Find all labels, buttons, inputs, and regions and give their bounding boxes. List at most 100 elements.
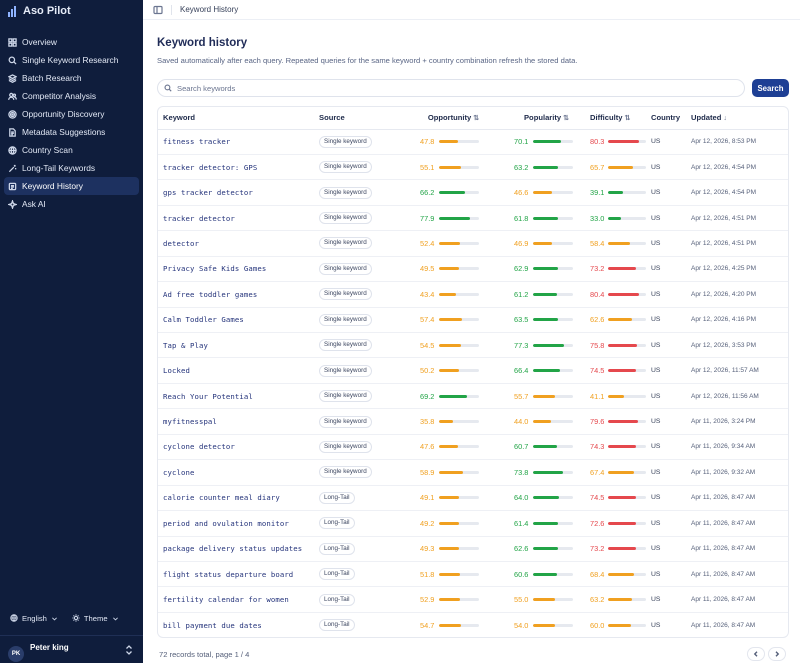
popularity-bar xyxy=(533,216,573,220)
table-row[interactable]: package delivery status updates Long-Tail… xyxy=(158,536,788,562)
popularity-value: 62.9 xyxy=(514,264,529,274)
keyword-cell: Privacy Safe Kids Games xyxy=(158,256,314,283)
next-page-button[interactable] xyxy=(768,647,786,661)
table-row[interactable]: tracker detector Single keyword 77.9 61.8 33… xyxy=(158,205,788,232)
globe-icon xyxy=(8,145,17,155)
table-row[interactable]: tracker detector: GPS Single keyword 55.1 6… xyxy=(158,154,788,181)
source-cell: Single keyword xyxy=(314,154,404,181)
popularity-bar xyxy=(533,343,573,347)
difficulty-value: 63.2 xyxy=(590,595,605,605)
source-cell: Single keyword xyxy=(314,357,404,384)
table-row[interactable]: calorie counter meal diary Long-Tail 49.1 6… xyxy=(158,485,788,512)
popularity-cell: 66.4 xyxy=(498,357,590,384)
popularity-bar xyxy=(533,191,573,195)
table-row[interactable]: cyclone Single keyword 58.9 73.8 67.4 US Apr 1… xyxy=(158,459,788,486)
sidebar-item-single-keyword-research[interactable]: Single Keyword Research xyxy=(4,51,139,69)
search-icon xyxy=(8,56,17,65)
opportunity-value: 49.5 xyxy=(420,264,435,274)
sidebar-item-competitor-analysis[interactable]: Competitor Analysis xyxy=(4,87,139,105)
table-row[interactable]: detector Single keyword 52.4 46.9 58.4 US Apr … xyxy=(158,230,788,257)
table-row[interactable]: Locked Single keyword 50.2 66.4 74.5 US Apr 12… xyxy=(158,357,788,384)
table-row[interactable]: Calm Toddler Games Single keyword 57.4 63.5… xyxy=(158,307,788,334)
table-row[interactable]: Privacy Safe Kids Games Single keyword 49.… xyxy=(158,256,788,283)
search-button[interactable]: Search xyxy=(752,79,789,97)
country-cell: US xyxy=(646,561,686,588)
popularity-cell: 61.2 xyxy=(498,281,590,308)
popularity-cell: 46.9 xyxy=(498,230,590,257)
country-cell: US xyxy=(646,586,686,613)
difficulty-cell: 33.0 xyxy=(590,205,646,232)
popularity-cell: 55.0 xyxy=(498,586,590,613)
sidebar-item-overview[interactable]: Overview xyxy=(4,33,139,51)
country-cell: US xyxy=(646,510,686,537)
difficulty-value: 79.6 xyxy=(590,417,605,427)
table-row[interactable]: period and ovulation monitor Long-Tail 49.… xyxy=(158,510,788,537)
sidebar-item-long-tail-keywords[interactable]: Long-Tail Keywords xyxy=(4,159,139,177)
opportunity-bar xyxy=(439,216,479,220)
difficulty-bar xyxy=(608,394,646,398)
popularity-bar xyxy=(533,140,573,144)
column-header-updated[interactable]: Updated ↓ xyxy=(686,107,788,130)
sidebar-item-opportunity-discovery[interactable]: Opportunity Discovery xyxy=(4,105,139,123)
search-input[interactable] xyxy=(177,83,717,93)
popularity-bar xyxy=(533,598,573,602)
popularity-cell: 61.8 xyxy=(498,205,590,232)
difficulty-value: 74.5 xyxy=(590,366,605,376)
sort-icon[interactable]: ⇅ xyxy=(563,115,569,123)
previous-page-button[interactable] xyxy=(747,647,765,661)
user-menu[interactable]: PK Peter king xyxy=(0,635,143,663)
difficulty-value: 65.7 xyxy=(590,162,605,172)
arrow-down-icon[interactable]: ↓ xyxy=(723,115,727,123)
sidebar-item-keyword-history[interactable]: Keyword History xyxy=(4,177,139,195)
difficulty-value: 62.6 xyxy=(590,315,605,325)
table-row[interactable]: Ad free toddler games Single keyword 43.4 6… xyxy=(158,281,788,308)
table-row[interactable]: bill payment due dates Long-Tail 54.7 54.0 6… xyxy=(158,612,788,637)
country-cell: US xyxy=(646,357,686,384)
table-row[interactable]: flight status departure board Long-Tail 51… xyxy=(158,561,788,588)
column-header-opportunity[interactable]: Opportunity ⇅ xyxy=(404,107,498,130)
opportunity-value: 35.8 xyxy=(420,417,435,427)
sidebar-item-label: Country Scan xyxy=(22,145,73,155)
source-badge: Single keyword xyxy=(319,288,372,301)
popularity-cell: 60.7 xyxy=(498,434,590,461)
sort-icon[interactable]: ⇅ xyxy=(624,115,631,123)
table-row[interactable]: fertility calendar for women Long-Tail 52.… xyxy=(158,586,788,613)
brand[interactable]: Aso Pilot xyxy=(0,0,143,22)
table-row[interactable]: fitness tracker Single keyword 47.8 70.1 80.… xyxy=(158,129,788,155)
table-row[interactable]: gps tracker detector Single keyword 66.2 46… xyxy=(158,179,788,206)
difficulty-cell: 74.5 xyxy=(590,357,646,384)
difficulty-cell: 73.2 xyxy=(590,256,646,283)
updated-cell: Apr 12, 2026, 4:25 PM xyxy=(686,256,788,283)
opportunity-cell: 49.3 xyxy=(404,536,498,562)
difficulty-cell: 74.3 xyxy=(590,434,646,461)
source-badge: Single keyword xyxy=(319,212,372,225)
sidebar-item-ask-ai[interactable]: Ask AI xyxy=(4,195,139,213)
sidebar-item-batch-research[interactable]: Batch Research xyxy=(4,69,139,87)
sort-icon[interactable]: ⇅ xyxy=(473,115,480,123)
opportunity-bar xyxy=(439,496,479,500)
table-row[interactable]: Reach Your Potential Single keyword 69.2 55… xyxy=(158,383,788,410)
sidebar-toggle-icon[interactable] xyxy=(153,5,163,15)
popularity-bar xyxy=(533,623,573,627)
difficulty-cell: 72.6 xyxy=(590,510,646,537)
opportunity-bar xyxy=(439,572,479,576)
sidebar-item-metadata-suggestions[interactable]: Metadata Suggestions xyxy=(4,123,139,141)
language-select[interactable]: English xyxy=(10,614,58,623)
column-header-popularity[interactable]: Popularity ⇅ xyxy=(498,107,590,130)
source-cell: Long-Tail xyxy=(314,586,404,613)
theme-select[interactable]: Theme xyxy=(72,614,119,623)
opportunity-cell: 49.5 xyxy=(404,256,498,283)
opportunity-value: 47.8 xyxy=(420,137,435,147)
difficulty-value: 74.5 xyxy=(590,493,605,503)
table-row[interactable]: cyclone detector Single keyword 47.6 60.7 74… xyxy=(158,434,788,461)
table-row[interactable]: Tap & Play Single keyword 54.5 77.3 75.8 US Ap… xyxy=(158,332,788,359)
table-row[interactable]: myfitnesspal Single keyword 35.8 44.0 79.6 US… xyxy=(158,408,788,435)
difficulty-bar xyxy=(608,140,646,144)
column-header-difficulty[interactable]: Difficulty ⇅ xyxy=(590,107,646,130)
sidebar-item-country-scan[interactable]: Country Scan xyxy=(4,141,139,159)
country-cell: US xyxy=(646,281,686,308)
keyword-cell: fitness tracker xyxy=(158,129,314,155)
popularity-bar xyxy=(533,318,573,322)
popularity-cell: 54.0 xyxy=(498,612,590,637)
popularity-value: 77.3 xyxy=(514,340,529,350)
